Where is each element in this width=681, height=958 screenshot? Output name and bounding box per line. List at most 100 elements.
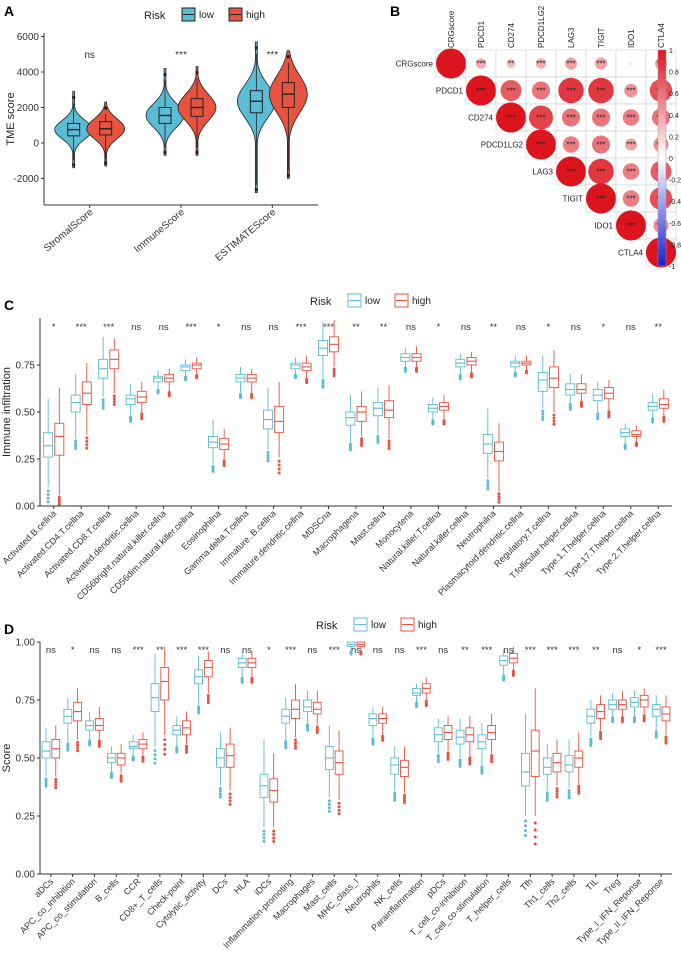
y-tick-label: 0: [33, 138, 39, 149]
outlier-point: [599, 732, 603, 736]
significance-stars: ***: [476, 87, 485, 96]
correlation-circle: [565, 57, 577, 70]
significance-stars: ***: [596, 60, 605, 69]
y-tick-label: 1.00: [16, 638, 36, 649]
box-low: [368, 713, 378, 726]
outlier-point: [74, 446, 78, 450]
outlier-point: [486, 487, 490, 491]
outlier-point: [266, 459, 270, 463]
correlation-circle: [532, 81, 550, 100]
box-high: [312, 701, 322, 715]
outlier-point: [599, 734, 603, 738]
outlier-point: [266, 456, 270, 460]
significance-label: *: [437, 322, 441, 333]
outlier-point: [321, 378, 325, 382]
matrix-col-label: TIGIT: [597, 27, 606, 48]
box-high: [574, 750, 584, 768]
outlier-point: [112, 400, 116, 404]
outlier-point: [101, 398, 105, 402]
outlier-point: [286, 55, 290, 59]
significance-label: ns: [269, 322, 279, 333]
outlier-point: [348, 448, 352, 452]
correlation-circle: [588, 158, 614, 185]
matrix-row-label: CRGscore: [396, 60, 434, 69]
outlier-point: [497, 500, 501, 504]
outlier-point: [552, 413, 556, 417]
correlation-circle: [529, 105, 553, 130]
significance-label: **: [655, 322, 663, 333]
colorbar-tick-label: 1: [669, 48, 673, 55]
outlier-point: [54, 783, 58, 787]
significance-label: **: [380, 322, 388, 333]
outlier-point: [163, 743, 167, 747]
outlier-point: [620, 720, 624, 724]
significance-label: ns: [242, 645, 252, 656]
significance-stars: ***: [506, 114, 515, 123]
outlier-point: [88, 743, 92, 747]
outlier-point: [44, 784, 48, 788]
box-high: [203, 660, 213, 678]
outlier-point: [57, 495, 61, 499]
outlier-point: [254, 187, 258, 192]
outlier-point: [552, 422, 556, 426]
outlier-point: [262, 840, 266, 844]
significance-label: ns: [626, 322, 636, 333]
outlier-point: [545, 793, 549, 797]
outlier-point: [567, 796, 571, 800]
outlier-point: [513, 374, 517, 378]
outlier-point: [387, 441, 391, 445]
outlier-point: [393, 796, 397, 800]
outlier-point: [284, 746, 288, 750]
significance-label: *: [601, 322, 605, 333]
significance-label: ns: [111, 645, 121, 656]
significance-label: ns: [220, 645, 230, 656]
significance-label: ns: [46, 645, 56, 656]
outlier-point: [239, 396, 243, 400]
correlation-circle: [595, 57, 607, 70]
outlier-point: [277, 471, 281, 475]
significance-label: ns: [351, 645, 361, 656]
outlier-point: [468, 762, 472, 766]
outlier-point: [228, 795, 232, 799]
colorbar-tick-label: -0.4: [669, 199, 681, 206]
outlier-point: [112, 397, 116, 401]
outlier-point: [250, 680, 254, 684]
significance-label: ***: [416, 645, 427, 656]
correlation-circle: [616, 210, 646, 241]
matrix-row-label: CD274: [468, 114, 493, 123]
outlier-point: [577, 784, 581, 788]
outlier-point: [524, 371, 528, 375]
outlier-point: [332, 374, 336, 378]
outlier-point: [163, 738, 167, 742]
outlier-point: [497, 492, 501, 496]
significance-stars: ***: [536, 87, 545, 96]
outlier-point: [85, 446, 89, 450]
matrix-row-label: TIGIT: [563, 195, 584, 204]
outlier-point: [664, 737, 668, 741]
significance-label: ns: [504, 645, 514, 656]
y-tick-label: 0.00: [16, 870, 36, 881]
outlier-point: [577, 786, 581, 790]
colorbar-tick-label: 0.2: [669, 134, 679, 141]
correlation-circle: [562, 136, 580, 153]
significance-label: *: [546, 322, 550, 333]
outlier-point: [349, 652, 353, 656]
outlier-point: [272, 833, 276, 837]
box-high: [384, 400, 395, 419]
outlier-point: [195, 71, 199, 75]
significance-label: ns: [395, 645, 405, 656]
box-low: [651, 704, 661, 717]
outlier-point: [403, 369, 407, 373]
outlier-point: [387, 446, 391, 450]
outlier-point: [218, 789, 222, 793]
significance-label: ***: [103, 322, 114, 333]
outlier-point: [306, 728, 310, 732]
outlier-point: [360, 441, 364, 445]
box-high: [191, 362, 202, 370]
box-low: [290, 362, 301, 370]
y-tick-label: 0.00: [16, 502, 36, 513]
box-high: [530, 729, 540, 778]
outlier-point: [497, 495, 501, 499]
outlier-point: [74, 439, 78, 443]
